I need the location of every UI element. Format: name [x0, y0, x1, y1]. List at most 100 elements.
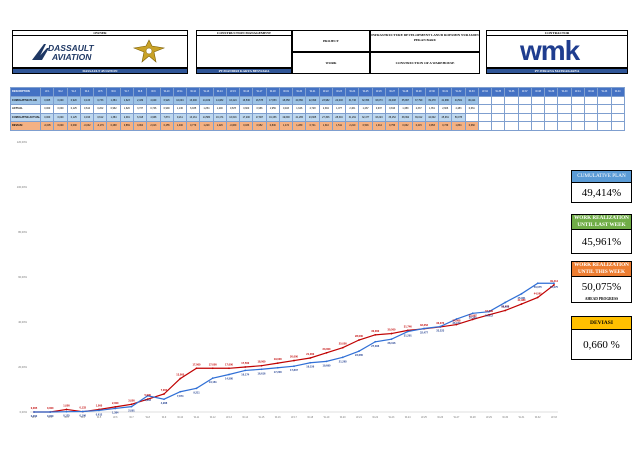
table-cell: 0,125 [66, 112, 81, 122]
kpi-work-real-this-note: AHEAD PROGRESS [584, 297, 619, 301]
data-point-actual [179, 390, 182, 393]
data-point-plan [471, 318, 474, 321]
cm-title: CONSTRUCTION MANAGEMENT [216, 31, 272, 35]
table-cell: W-2 [53, 87, 68, 97]
data-point-plan [179, 377, 182, 380]
table-cell: W-42 [583, 87, 599, 97]
data-point-plan [163, 393, 165, 395]
data-label-plan: 0,005 [31, 406, 38, 410]
x-tick-label: W-22 [372, 416, 378, 419]
owner-name: DASSAULT AVIATION [82, 69, 118, 73]
x-tick-label: W-5 [97, 416, 102, 419]
data-point-plan [65, 408, 68, 411]
data-label-actual: 4,968 [161, 401, 168, 405]
data-label-plan: 3,000 [128, 398, 135, 402]
data-label-plan: 28,000 [355, 334, 363, 338]
data-label-actual: 33,223 [436, 329, 444, 333]
kpi-work-real-this-value: 50,075% [581, 281, 622, 293]
table-cell: W-38 [530, 87, 546, 97]
table-cell: 1,200 [212, 104, 227, 114]
series-line-plan [33, 284, 555, 413]
table-cell [517, 104, 532, 114]
data-point-actual [163, 398, 165, 401]
data-label-plan: 17,500 [241, 361, 249, 365]
table-cell: 42,602 [424, 112, 440, 122]
table-cell: 0,816 [385, 104, 400, 114]
data-label-actual: 0,000 [31, 414, 38, 418]
data-label-plan: 49,414 [550, 279, 558, 283]
table-cell [597, 121, 612, 131]
table-cell [491, 104, 506, 114]
table-cell: 39,478 [424, 95, 440, 105]
data-point-plan [211, 367, 214, 370]
table-cell: 13,161 [186, 112, 201, 122]
data-point-plan [374, 333, 377, 336]
data-label-plan: 17,000 [225, 362, 233, 366]
table-cell: 16,536 [239, 95, 254, 105]
table-cell: W-10 [159, 87, 174, 97]
kpi-work-real-last: WORK REALIZATION UNTIL LAST WEEK 45,961% [571, 214, 632, 254]
x-tick-label: W-21 [356, 416, 362, 419]
data-point-actual [406, 330, 409, 333]
table-cell: W-33 [464, 87, 479, 97]
x-tick-label: W-32 [535, 416, 541, 419]
data-label-actual: 1,384 [112, 410, 119, 414]
y-tick-label: 120,00% [17, 140, 28, 144]
series-line-actual [34, 282, 554, 413]
data-label-actual: 28,316 [388, 341, 396, 345]
table-cell: W-34 [477, 87, 493, 97]
x-tick-label: W-26 [437, 416, 443, 419]
table-cell: 1,389 [398, 104, 413, 114]
table-cell [477, 95, 493, 105]
table-cell: 34,008 [385, 95, 400, 105]
y-tick-label: 80,00% [18, 230, 27, 234]
table-cell: W-41 [570, 87, 586, 97]
table-cell: W-43 [597, 87, 612, 97]
table-cell: 0,962 [106, 104, 121, 114]
table-cell: 0,125 [66, 104, 81, 114]
table-cell: 13,000 [186, 95, 201, 105]
table-cell: 2,337 [411, 104, 426, 114]
table-cell: 1,351 [424, 104, 440, 114]
y-tick-label: 0,00% [20, 410, 28, 414]
table-cell: W-20 [292, 87, 307, 97]
data-label-actual: 50,075 [550, 285, 558, 289]
data-label-plan: 0,133 [80, 406, 87, 410]
table-cell: 21,265 [292, 112, 307, 122]
table-cell: W-1 [40, 87, 55, 97]
data-label-plan: 1,000 [96, 403, 103, 407]
table-cell [610, 121, 625, 131]
table-cell [597, 104, 612, 114]
data-point-actual [195, 387, 198, 390]
data-label-actual: 7,874 [177, 394, 184, 398]
x-tick-label: W-20 [340, 416, 346, 419]
data-point-plan [309, 357, 312, 359]
table-cell: W-40 [557, 87, 572, 97]
data-point-actual [439, 325, 442, 328]
table-cell: 14,169 [199, 95, 214, 105]
data-label-actual: 6,318 [145, 398, 152, 402]
kpi-work-real-last-value: 45,961% [581, 236, 622, 248]
data-label-plan: 21,000 [306, 352, 314, 356]
data-label-plan: 30,500 [388, 328, 396, 332]
table-cell: 44,561 [451, 95, 466, 105]
table-cell [610, 104, 625, 114]
table-cell [491, 112, 506, 122]
table-cell: 1,077 [331, 104, 347, 114]
table-cell: 3,737 [132, 104, 148, 114]
x-tick-label: W-7 [129, 416, 134, 419]
y-tick-label: 60,00% [18, 275, 27, 279]
data-label-actual: 19,156 [306, 365, 314, 369]
table-cell: 14,082 [212, 95, 227, 105]
table-cell: W-27 [385, 87, 400, 97]
data-label-actual: 50,075 [534, 285, 542, 289]
data-label-plan: 23,000 [323, 347, 331, 351]
table-cell: 45,961 [438, 112, 453, 122]
data-point-actual [455, 318, 458, 320]
kpi-work-real-last-label: WORK REALIZATION UNTIL LAST WEEK [572, 215, 631, 230]
table-cell: 0,661 [464, 104, 479, 114]
kpi-cum-plan-label: CUMULATIVE PLAN [572, 171, 631, 183]
table-cell: 19,690 [278, 112, 294, 122]
table-cell: 1,136 [172, 104, 188, 114]
table-cell: 0,000 [53, 95, 68, 105]
